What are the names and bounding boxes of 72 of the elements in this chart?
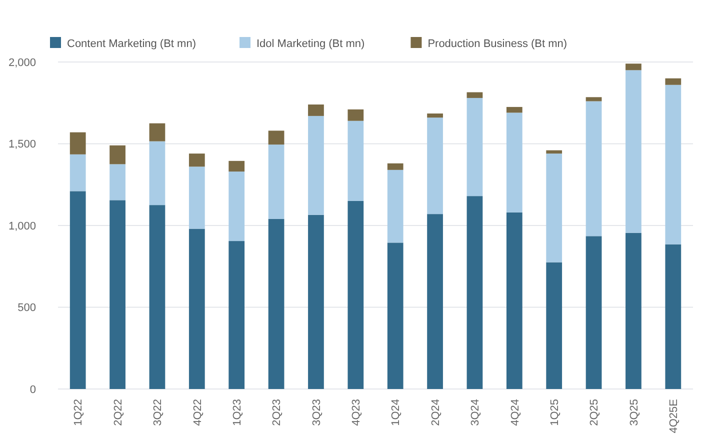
x-tick-label: 3Q25 [628,399,640,426]
bar [387,163,404,170]
bar [348,109,364,121]
bar [110,164,126,200]
x-tick-label: 4Q22 [192,399,204,426]
x-tick-label: 3Q24 [470,399,482,426]
bar [348,120,364,201]
y-tick-label: 0 [30,384,36,396]
x-tick-label: 3Q22 [152,399,164,426]
bar [308,214,324,389]
bar [466,92,483,98]
bar [506,212,522,389]
bar [110,145,126,164]
bar [546,150,562,154]
bar [228,160,245,172]
x-tick-label: 3Q23 [310,399,323,426]
bar [427,118,443,214]
bar [665,78,682,85]
bar [188,228,205,389]
bar [626,64,642,70]
bar [348,200,364,389]
bar [387,242,404,389]
bar [626,70,642,233]
legend-label: Idol Marketing (Bt mn) [256,38,365,50]
bar [466,196,483,389]
x-tick-label: 1Q23 [231,399,244,426]
bar [427,114,443,118]
bar [110,200,126,389]
x-tick-label: 1Q24 [390,399,402,426]
x-tick-label: 2Q22 [112,399,124,426]
bar [228,172,245,242]
bar [586,236,602,389]
bar [188,166,205,229]
bar [228,241,245,389]
x-tick-label: 2Q24 [430,399,442,426]
bar [308,116,324,215]
bar [387,170,404,243]
bar [506,106,522,113]
bar [427,214,443,389]
bar [268,130,284,145]
bar [506,112,522,212]
bar [70,191,86,389]
y-tick-label: 1,000 [8,220,36,232]
bar [268,218,284,389]
x-tick-label: 2Q25 [588,399,601,426]
y-tick-label: 2,000 [8,56,36,69]
bar [308,104,324,116]
bar [268,144,284,219]
x-tick-label: 4Q24 [509,399,522,426]
bar [188,154,205,167]
x-tick-label: 4Q23 [350,399,363,426]
bar [665,244,682,389]
bar [626,232,642,389]
legend-label: Content Marketing (Bt mn) [67,38,196,50]
bar [149,141,166,206]
legend-label: Production Business (Bt mn) [428,38,568,50]
x-tick-label: 4Q25E [668,399,680,434]
bar [70,154,86,192]
x-tick-label: 2Q23 [271,399,284,426]
bar [149,123,166,142]
bar [546,262,562,389]
y-tick-label: 500 [18,302,36,314]
bar [70,132,86,154]
x-tick-label: 1Q22 [72,399,85,426]
bar [466,98,483,196]
bar [149,205,166,389]
y-tick-label: 1,500 [8,138,36,151]
bar [665,84,682,244]
bar [586,101,602,236]
bar [586,97,602,102]
bar [546,154,562,262]
x-tick-label: 1Q25 [548,399,561,426]
